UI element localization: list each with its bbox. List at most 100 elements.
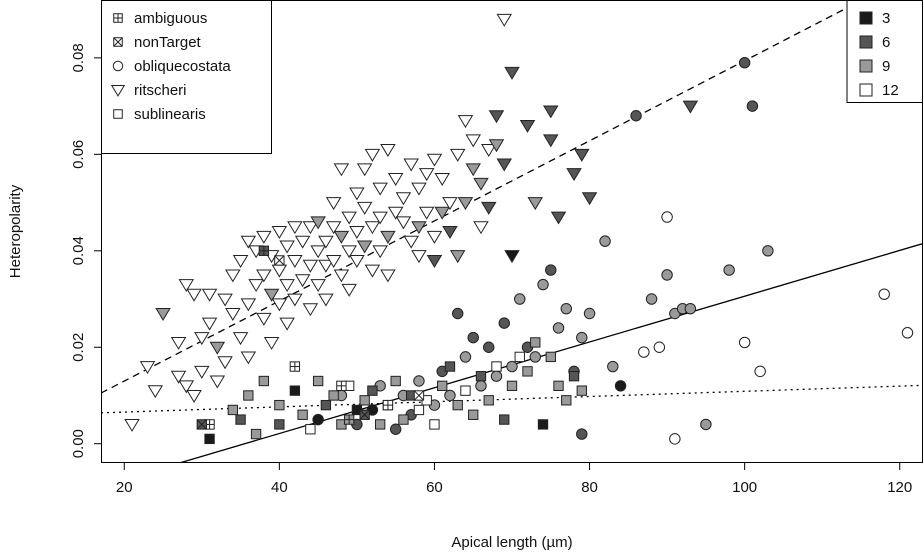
legend-label: ambiguous [134,10,207,27]
point-obliquecostata [878,288,890,300]
point-ritscheri [442,197,458,211]
point-sublinearis [413,404,425,416]
point-obliquecostata [459,351,472,363]
point-obliquecostata [607,360,619,373]
point-ritscheri [356,201,373,215]
legend-label: nonTarget [134,34,202,51]
point-obliquecostata [630,110,642,122]
point-ritscheri [496,13,513,27]
point-ritscheri [349,254,365,268]
point-ritscheri [426,153,443,167]
series-sublinearis [204,337,587,445]
point-ritscheri [434,206,450,220]
fill-legend: 3 6 9 12 [846,0,923,103]
point-obliquecostata [738,56,751,69]
point-ritscheri [395,216,412,230]
point-obliquecostata [746,100,759,112]
point-ambiguous [258,245,270,256]
point-ritscheri [682,100,699,114]
point-obliquecostata [661,269,673,281]
point-sublinearis [444,361,456,372]
point-obliquecostata [901,327,914,339]
point-nonTarget [359,409,370,420]
legend-marker-obliquecostata [112,60,124,72]
y-tick-label: 0.06 [70,140,87,169]
point-sublinearis [274,399,285,411]
point-obliquecostata [483,341,495,353]
point-ritscheri [442,226,458,240]
legend-entry-size-12: 12 [859,82,899,99]
legend-entry-size-9: 9 [859,58,890,75]
legend-label: 3 [882,10,890,27]
point-obliquecostata [529,351,541,363]
point-ritscheri [566,168,582,182]
point-ritscheri [209,341,226,355]
point-ritscheri [240,298,257,312]
point-sublinearis [514,351,525,363]
legend-marker-ambiguous [113,13,123,23]
point-sublinearis [398,414,409,425]
point-ritscheri [449,148,466,162]
series-nonTarget [196,255,425,430]
point-ritscheri [449,250,466,264]
point-ritscheri [457,115,474,129]
point-ritscheri [271,298,288,312]
point-ritscheri [310,216,326,230]
point-ritscheri [473,221,489,235]
point-ritscheri [279,240,295,254]
point-ritscheri [387,172,404,186]
point-obliquecostata [738,336,751,349]
point-obliquecostata [312,413,324,426]
point-ritscheri [294,235,311,249]
point-ritscheri [240,351,257,365]
point-sublinearis [468,409,479,420]
legend-label: 12 [882,82,899,99]
point-ritscheri [496,158,513,172]
point-sublinearis [235,414,246,425]
point-ritscheri [256,230,272,244]
point-ritscheri [550,211,567,225]
point-obliquecostata [700,418,712,431]
legend-entry-ritscheri: ritscheri [110,82,187,99]
point-ritscheri [403,158,419,172]
legend-entry-size-3: 3 [859,10,890,27]
legend-label: sublinearis [134,106,206,123]
point-ritscheri [349,226,365,240]
x-tick-label: 120 [887,479,912,496]
series-ambiguous [204,245,394,430]
point-sublinearis [452,399,463,411]
point-obliquecostata [389,423,402,435]
point-ritscheri [287,221,303,235]
point-obliquecostata [545,264,557,276]
point-obliquecostata [506,360,518,373]
point-ambiguous [343,414,355,425]
point-obliquecostata [475,380,487,392]
point-ritscheri [411,182,427,196]
legend-entry-ambiguous: ambiguous [113,10,207,27]
point-ritscheri [380,230,396,244]
series-obliquecostata [312,56,914,445]
point-ritscheri [209,375,226,389]
point-ritscheri [318,235,334,249]
point-ritscheri [225,269,241,283]
point-ambiguous [289,361,301,372]
point-sublinearis [367,385,378,396]
point-ritscheri [325,221,342,235]
point-ritscheri [186,288,202,302]
point-sublinearis [561,395,572,406]
point-obliquecostata [498,317,510,329]
point-sublinearis [475,371,487,382]
point-ritscheri [302,259,319,273]
point-ritscheri [240,235,257,249]
point-obliquecostata [661,211,673,223]
legend-swatch [859,11,873,25]
point-sublinearis [545,351,556,363]
point-obliquecostata [653,341,666,353]
point-obliquecostata [576,331,588,344]
point-ritscheri [178,279,195,293]
point-sublinearis [359,395,370,406]
point-ritscheri [302,303,319,317]
point-ritscheri [310,245,326,259]
point-obliquecostata [583,307,596,320]
point-ritscheri [341,245,357,259]
